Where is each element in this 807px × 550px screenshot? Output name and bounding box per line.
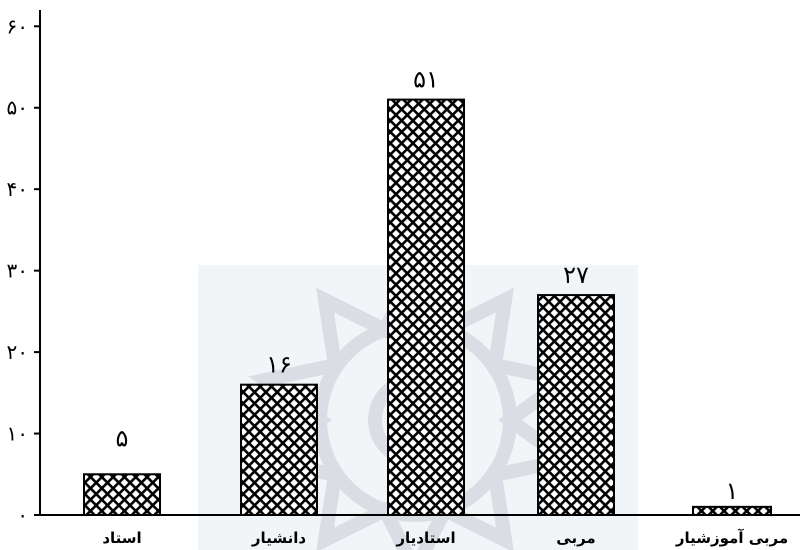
y-tick-label: ۶۰ — [7, 14, 28, 38]
bar — [83, 473, 161, 517]
y-axis: ۰ ۱۰ ۲۰ ۳۰ ۴۰ ۵۰ ۶۰ — [7, 10, 41, 527]
data-label: ۱۶ — [266, 351, 292, 379]
category-labels-group: استاد دانشیار استادیار مربی مربی آموزشیار — [102, 529, 788, 547]
bar — [240, 383, 318, 517]
y-tick-label: ۲۰ — [7, 340, 28, 364]
data-label: ۲۷ — [563, 261, 589, 289]
category-label: دانشیار — [251, 529, 306, 547]
bar — [692, 505, 772, 516]
category-label: استادیار — [395, 529, 455, 547]
category-label: مربی — [556, 529, 595, 547]
bars-group — [83, 98, 772, 517]
category-label: استاد — [102, 529, 141, 547]
y-tick-label: ۱۰ — [7, 422, 28, 446]
category-label: مربی آموزشیار — [675, 529, 788, 547]
bar — [537, 294, 615, 517]
y-tick-label: ۴۰ — [7, 177, 28, 201]
y-tick-label: ۳۰ — [7, 259, 28, 283]
y-ticks-group: ۰ ۱۰ ۲۰ ۳۰ ۴۰ ۵۰ ۶۰ — [7, 14, 40, 527]
data-label: ۵ — [116, 424, 129, 452]
y-tick-label: ۵۰ — [7, 96, 28, 120]
y-tick-label: ۰ — [17, 503, 28, 527]
data-label: ۱ — [726, 477, 739, 505]
data-label: ۵۱ — [413, 66, 439, 94]
data-labels-group: ۵ ۱۶ ۵۱ ۲۷ ۱ — [116, 66, 739, 505]
bar — [387, 98, 465, 516]
